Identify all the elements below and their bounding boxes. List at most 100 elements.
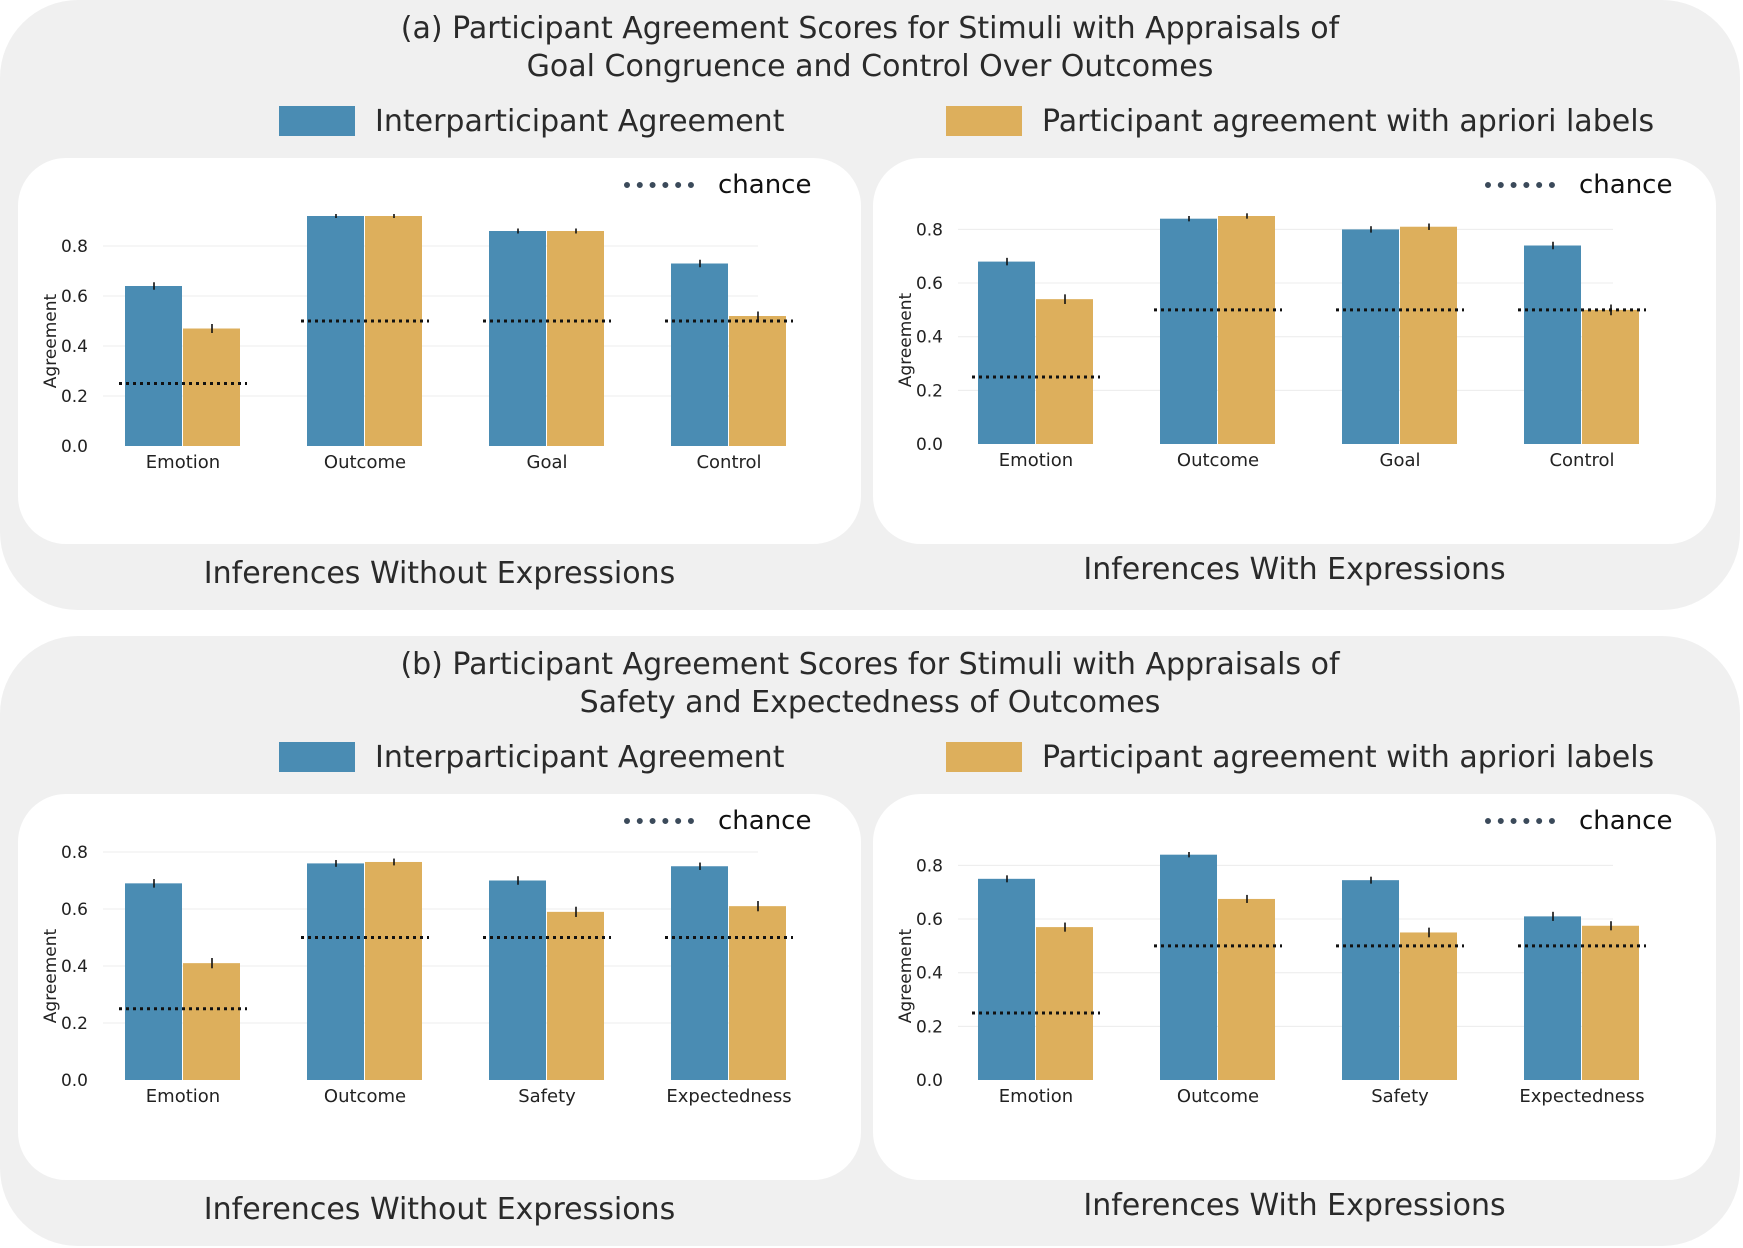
bar-chart-b-without: 0.0 0.2 0.4 0.6 0.8 Agreement Emotion Outcome Sa… [41,843,793,1107]
legend-label: Interparticipant Agreement [375,739,785,775]
x-tick-label: Goal [1380,450,1421,471]
y-tick-label: 0.0 [916,435,943,455]
chance-label: chance [718,806,812,836]
y-tick-label: 0.8 [61,843,88,863]
legend-interparticipant: Interparticipant Agreement [279,103,785,139]
x-tick-label: Control [1549,450,1614,471]
chance-dots-icon [624,182,694,188]
legend-swatch-gold [946,742,1022,772]
y-tick-label: 0.6 [61,900,88,920]
x-tick-label: Safety [518,1086,576,1107]
bar-interparticipant [307,863,364,1080]
y-tick-label: 0.0 [61,1071,88,1091]
chance-dots-icon [1485,818,1555,824]
bar-interparticipant [489,231,546,446]
panel-b: (b) Participant Agreement Scores for Sti… [0,636,1740,1246]
y-tick-label: 0.2 [916,1017,943,1037]
bar-apriori [547,911,604,1080]
bar-apriori [1036,927,1093,1080]
y-tick-label: 0.2 [61,387,88,407]
chance-legend: chance [1485,170,1672,200]
bar-apriori [1218,216,1275,444]
x-tick-label: Outcome [324,1086,406,1107]
chance-legend: chance [1485,806,1672,836]
y-tick-label: 0.4 [61,957,88,977]
y-tick-label: 0.6 [61,287,88,307]
legend-apriori: Participant agreement with apriori label… [946,739,1655,775]
x-tick-label: Goal [527,452,568,473]
chart-subtitle: Inferences Without Expressions [203,1192,676,1227]
y-tick-label: 0.2 [916,381,943,401]
legend-interparticipant: Interparticipant Agreement [279,739,785,775]
y-tick-label: 0.4 [916,964,943,984]
bar-interparticipant [125,883,182,1080]
y-tick-label: 0.0 [61,437,88,457]
bar-interparticipant [978,261,1035,444]
chance-label: chance [718,170,812,200]
bar-interparticipant [978,878,1035,1080]
panel-title-line2: Safety and Expectedness of Outcomes [579,685,1161,720]
bar-interparticipant [489,880,546,1080]
x-tick-label: Emotion [999,450,1073,471]
panel-title-line1: (b) Participant Agreement Scores for Sti… [400,647,1340,682]
y-tick-label: 0.6 [916,910,943,930]
bar-chart-b-with: 0.0 0.2 0.4 0.6 0.8 Agreement Emotion Outcome Sa… [896,852,1646,1107]
bar-chart-a-without: 0.0 0.2 0.4 0.6 0.8 Agreement Emotion Outcome Go… [41,214,793,473]
chart-card-a-with: 0.0 0.2 0.4 0.6 0.8 Agreement Emotion Outcome Go… [873,158,1716,544]
chart-subtitle: Inferences With Expressions [1083,1188,1506,1223]
chart-card-a-without: 0.0 0.2 0.4 0.6 0.8 Agreement Emotion Outcome Go… [18,158,861,544]
legend-swatch-gold [946,106,1022,136]
bar-interparticipant [1524,916,1581,1080]
chart-subtitle: Inferences Without Expressions [203,556,676,591]
bar-apriori [1036,299,1093,444]
panel-a: (a) Participant Agreement Scores for Sti… [0,0,1740,610]
y-tick-label: 0.2 [61,1014,88,1034]
y-tick-label: 0.4 [61,337,88,357]
bar-interparticipant [1342,229,1399,444]
y-tick-label: 0.6 [916,274,943,294]
y-tick-label: 0.0 [916,1071,943,1091]
y-tick-label: 0.8 [916,220,943,240]
legend-label: Interparticipant Agreement [375,103,785,139]
chart-card-b-with: 0.0 0.2 0.4 0.6 0.8 Agreement Emotion Outcome Sa… [873,794,1716,1180]
x-tick-label: Control [696,452,761,473]
y-axis-label: Agreement [41,293,61,388]
legend-label: Participant agreement with apriori label… [1042,103,1655,139]
bar-apriori [183,328,240,446]
x-tick-label: Outcome [1177,1086,1259,1107]
bar-interparticipant [307,216,364,446]
bar-apriori [1582,925,1639,1080]
x-tick-label: Safety [1371,1086,1429,1107]
x-tick-label: Outcome [1177,450,1259,471]
bar-apriori [1582,309,1639,444]
bar-interparticipant [1160,218,1217,444]
legend-swatch-blue [279,106,355,136]
chart-card-b-without: 0.0 0.2 0.4 0.6 0.8 Agreement Emotion Outcome Sa… [18,794,861,1180]
bar-apriori [729,316,786,446]
bar-chart-a-with: 0.0 0.2 0.4 0.6 0.8 Agreement Emotion Outcome Go… [896,213,1646,471]
bar-apriori [1400,226,1457,444]
bar-apriori [365,861,422,1080]
y-axis-label: Agreement [41,928,61,1023]
bar-interparticipant [1342,880,1399,1080]
bar-interparticipant [671,263,728,446]
legend-label: Participant agreement with apriori label… [1042,739,1655,775]
chance-dots-icon [1485,182,1555,188]
x-tick-label: Outcome [324,452,406,473]
y-tick-label: 0.8 [916,856,943,876]
bar-apriori [729,906,786,1080]
x-tick-label: Emotion [999,1086,1073,1107]
y-axis-label: Agreement [896,292,916,387]
chance-label: chance [1579,170,1673,200]
chart-subtitle: Inferences With Expressions [1083,552,1506,587]
bar-apriori [183,963,240,1080]
y-tick-label: 0.4 [916,328,943,348]
legend-swatch-blue [279,742,355,772]
y-tick-label: 0.8 [61,237,88,257]
x-tick-label: Emotion [146,452,220,473]
bar-apriori [1218,898,1275,1080]
panel-title-line2: Goal Congruence and Control Over Outcome… [526,49,1214,84]
chance-dots-icon [624,818,694,824]
panel-title-line1: (a) Participant Agreement Scores for Sti… [400,11,1340,46]
bar-interparticipant [671,866,728,1080]
